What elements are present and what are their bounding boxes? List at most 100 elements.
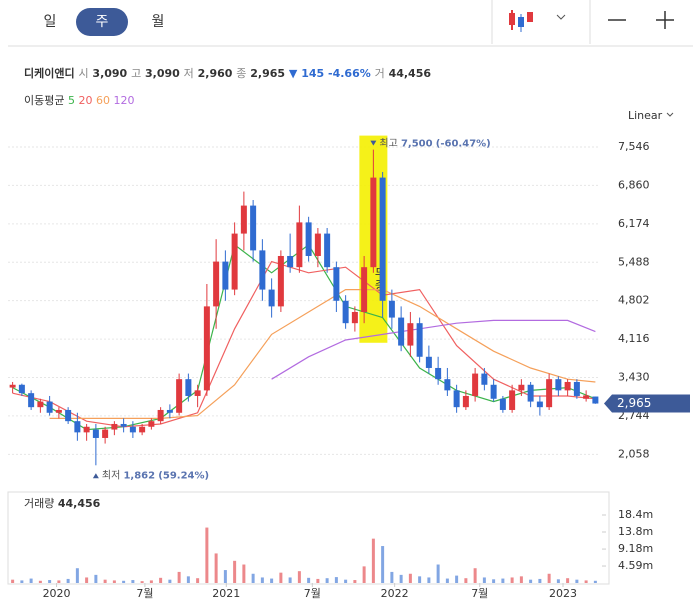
- candle-body: [92, 429, 99, 438]
- volume-tick-label: 13.8m: [618, 525, 653, 538]
- candle-body: [102, 429, 109, 438]
- candle-body: [499, 398, 506, 410]
- annotation-marker: [370, 140, 377, 146]
- volume-bar: [11, 579, 15, 583]
- candle-body: [185, 379, 192, 396]
- volume-bar: [584, 580, 588, 583]
- volume-tick-label: 18.4m: [618, 508, 653, 521]
- y-tick-label: 4,116: [618, 332, 650, 345]
- ma-line: [12, 243, 596, 431]
- y-tick-label: 3,430: [618, 370, 650, 383]
- candle-body: [28, 393, 35, 408]
- volume-bar: [390, 571, 394, 583]
- annotation-part: 1,862: [123, 470, 155, 481]
- volume-bar: [473, 568, 477, 583]
- tab[interactable]: 주: [96, 14, 109, 30]
- candle-body: [157, 409, 164, 422]
- volume-bar: [251, 573, 255, 583]
- value: 2,960: [198, 67, 233, 80]
- candle-body: [351, 311, 358, 324]
- scale-label[interactable]: Linear: [628, 109, 663, 122]
- candle-body: [222, 261, 229, 290]
- volume-bar: [85, 577, 89, 583]
- volume-bar: [75, 568, 79, 583]
- selected-tab-bg[interactable]: [76, 8, 128, 36]
- volume-bar: [29, 578, 33, 583]
- volume-bar: [214, 553, 218, 583]
- volume-bar: [168, 579, 172, 583]
- volume-panel: [7, 491, 610, 585]
- candle-body: [370, 177, 377, 268]
- last-price-label: 2,965: [617, 396, 651, 410]
- volume-bar: [566, 578, 570, 583]
- volume-bar: [223, 570, 227, 583]
- annotation-part: (-60.47%): [436, 139, 491, 150]
- candle-body: [231, 233, 238, 290]
- candle-body: [583, 395, 590, 399]
- volume-bar: [501, 578, 505, 583]
- x-tick-label: 2022: [381, 587, 409, 600]
- candle-body: [213, 261, 220, 307]
- candle-body: [176, 379, 183, 413]
- annotation: 최저 1,862 (59.24%): [102, 469, 209, 481]
- annotation: 최고 7,500 (-60.47%): [379, 138, 490, 150]
- volume-bar: [510, 577, 514, 583]
- stock-name: 디케이앤디: [24, 66, 75, 80]
- y-tick-label: 7,546: [618, 140, 650, 153]
- y-tick-label: 6,174: [618, 217, 650, 230]
- volume-bar: [344, 579, 348, 583]
- x-tick-label: 2023: [549, 587, 577, 600]
- ma-legend: 이동평균 5 20 60 120: [24, 94, 134, 107]
- candle-body: [333, 267, 340, 301]
- candle-body: [148, 421, 155, 427]
- stock-name: 디케이앤디 시 3,090 고 3,090 저 2,960 종 2,965 ▼ …: [24, 66, 431, 80]
- volume-total: 44,456: [58, 497, 101, 510]
- candle-body: [462, 395, 469, 408]
- volume-bar: [445, 578, 449, 583]
- volume-bar: [575, 579, 579, 583]
- candle-body: [592, 396, 599, 404]
- legend-entry: 120: [113, 94, 134, 107]
- candle-body: [37, 401, 44, 408]
- volume-bar: [547, 573, 551, 583]
- candle-body: [277, 255, 284, 307]
- candle-body: [527, 384, 534, 402]
- ma-line: [49, 289, 596, 419]
- x-tick-label: 7월: [304, 587, 321, 600]
- y-tick-label: 2,058: [618, 447, 650, 460]
- volume-bar: [381, 546, 385, 583]
- y-tick-label: 5,488: [618, 255, 650, 268]
- candle-body: [139, 426, 146, 433]
- volume-bar: [38, 580, 42, 583]
- candle-body: [472, 373, 479, 396]
- annotation-part: 최저: [102, 469, 120, 481]
- candle-body: [444, 379, 451, 391]
- volume-bar: [177, 571, 181, 583]
- volume-tick-label: 9.18m: [618, 542, 653, 555]
- volume-tick-label: 4.59m: [618, 559, 653, 572]
- candle-body: [425, 356, 432, 368]
- zoom-in[interactable]: [656, 11, 674, 29]
- dropdown[interactable]: [666, 112, 674, 117]
- volume-bar: [103, 579, 107, 583]
- volume-title: 거래량 44,456: [24, 497, 101, 510]
- candle-body: [194, 390, 201, 396]
- candle-body: [546, 379, 553, 408]
- candle-body: [46, 401, 53, 413]
- x-tick-label: 2021: [212, 587, 240, 600]
- candle-body: [564, 381, 571, 391]
- legend-entry: 60: [96, 94, 110, 107]
- volume-bar: [464, 578, 468, 583]
- value: 2,965: [250, 67, 285, 80]
- chart-type-button[interactable]: [509, 10, 566, 32]
- annotation-marker: [92, 473, 99, 479]
- tab[interactable]: 일: [44, 14, 57, 30]
- candle-body: [305, 222, 312, 256]
- tab[interactable]: 월: [152, 14, 165, 30]
- candle-body: [268, 289, 275, 307]
- candle-body: [65, 409, 72, 422]
- value: 3,090: [145, 67, 180, 80]
- volume-bar: [316, 578, 320, 583]
- candle-body: [240, 205, 247, 234]
